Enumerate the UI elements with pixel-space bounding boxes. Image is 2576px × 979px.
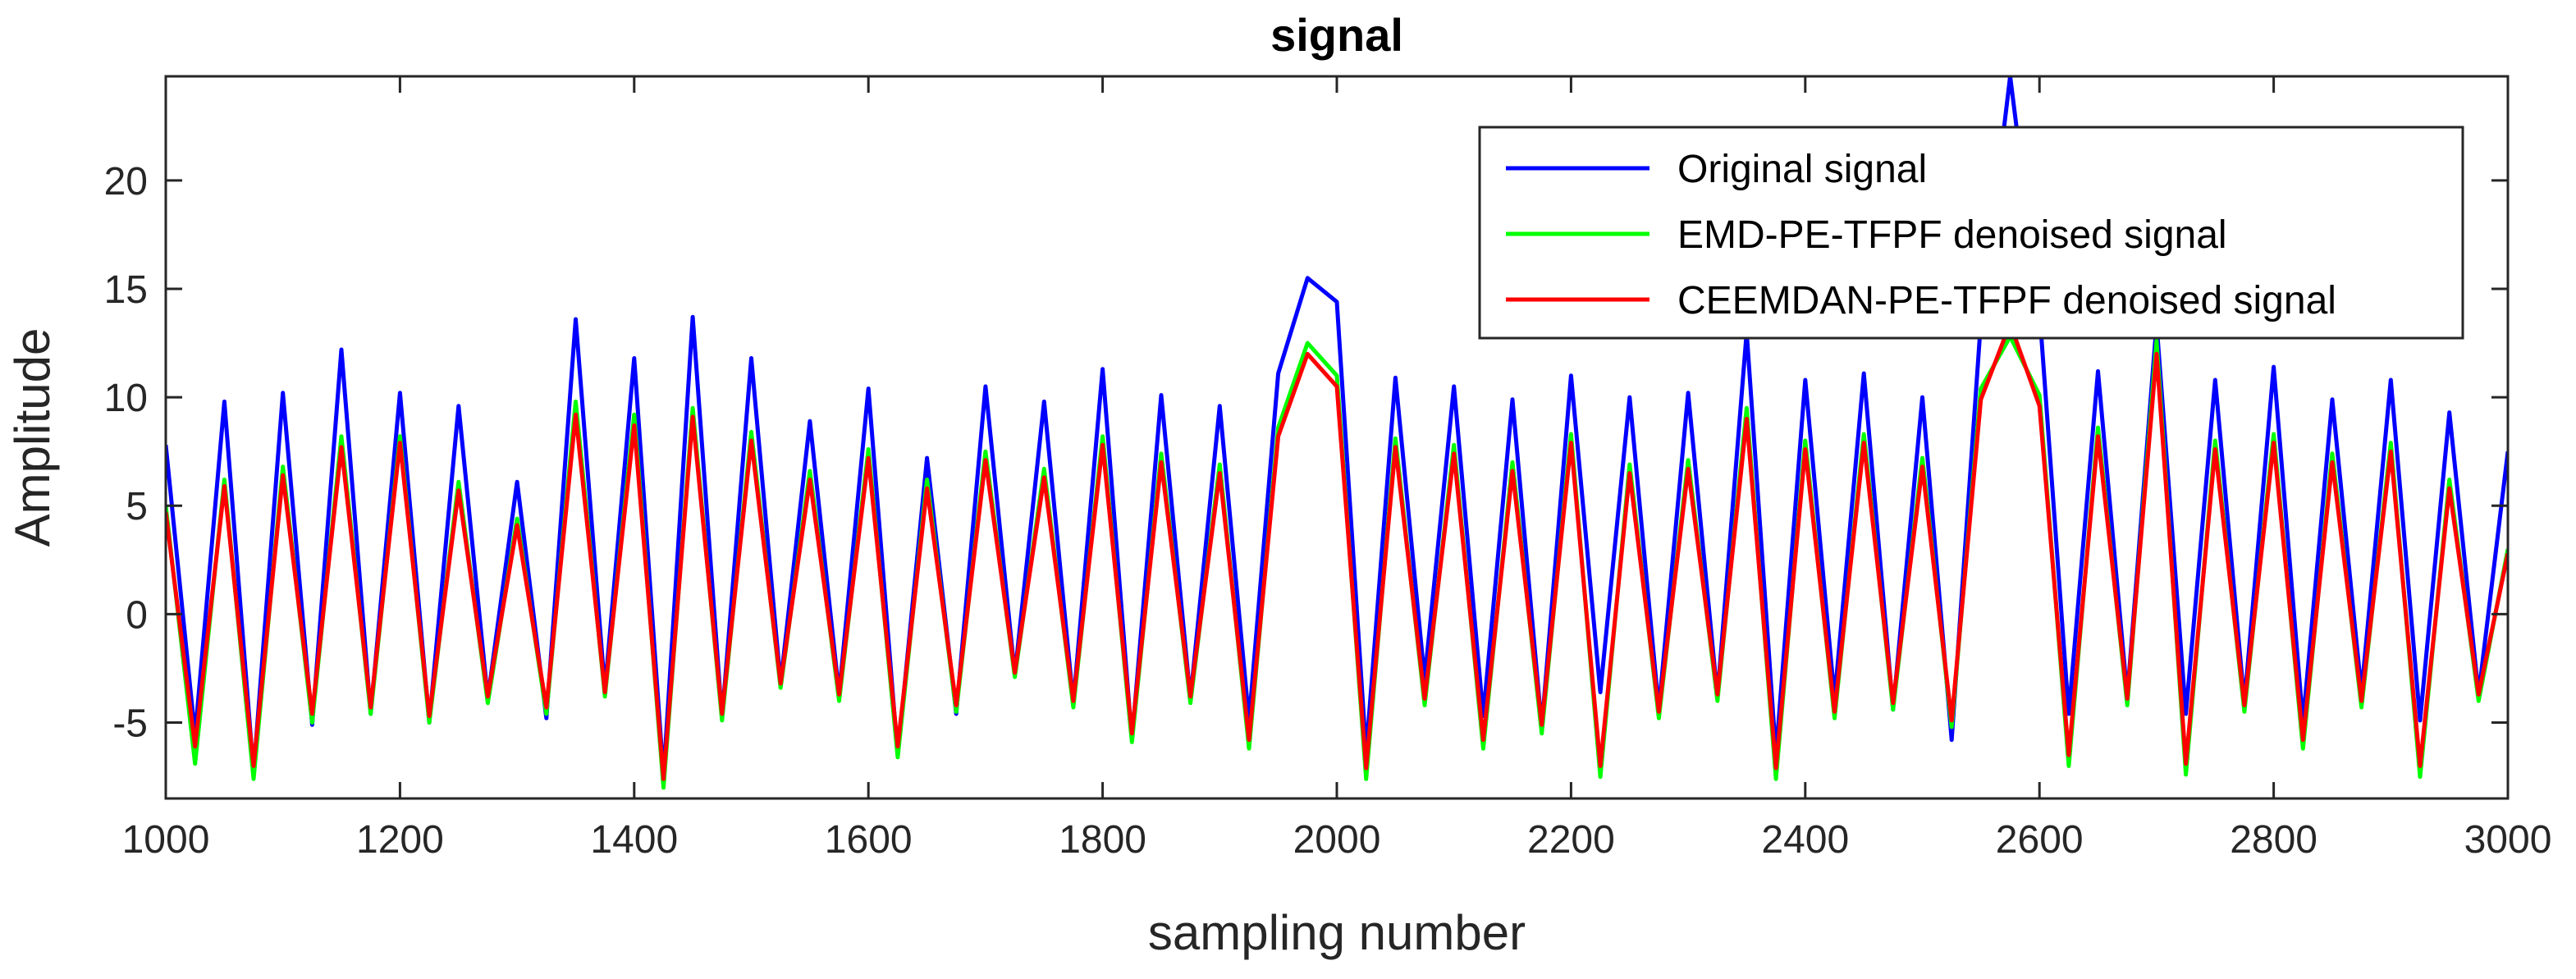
chart-title: signal xyxy=(1270,9,1403,61)
x-tick-label: 2000 xyxy=(1293,818,1381,862)
x-tick-label: 1800 xyxy=(1059,818,1146,862)
plot-frame xyxy=(164,75,2510,800)
y-tick-label: 5 xyxy=(126,485,148,528)
legend-label-original: Original signal xyxy=(1677,148,1927,191)
series-layer xyxy=(166,76,2508,790)
legend-label-emd: EMD-PE-TFPF denoised signal xyxy=(1677,213,2227,257)
y-tick-label: 0 xyxy=(126,593,148,637)
y-tick-label: -5 xyxy=(112,702,148,746)
x-axis-label: sampling number xyxy=(1148,905,1526,960)
x-tick-label: 2600 xyxy=(1996,818,2084,862)
y-axis-label: Amplitude xyxy=(5,328,60,547)
x-tick-label: 1000 xyxy=(122,818,210,862)
legend: Original signal EMD-PE-TFPF denoised sig… xyxy=(1478,126,2464,340)
x-tick-label: 3000 xyxy=(2464,818,2552,862)
y-tick-label: 20 xyxy=(104,160,148,204)
legend-label-ceemdan: CEEMDAN-PE-TFPF denoised signal xyxy=(1677,279,2336,323)
tick-layer: 1000 1200 1400 1600 1800 2000 2200 2400 2600 2800… xyxy=(104,76,2552,862)
y-tick-label: 10 xyxy=(104,377,148,420)
x-tick-label: 2200 xyxy=(1527,818,1615,862)
series-ceemdan-pe-tfpf xyxy=(166,321,2508,781)
y-tick-label: 15 xyxy=(104,268,148,312)
x-tick-label: 1600 xyxy=(825,818,913,862)
series-original-signal xyxy=(166,76,2508,780)
x-tick-label: 1200 xyxy=(356,818,444,862)
x-tick-label: 1400 xyxy=(590,818,678,862)
x-tick-label: 2400 xyxy=(1761,818,1849,862)
x-tick-label: 2800 xyxy=(2230,818,2317,862)
